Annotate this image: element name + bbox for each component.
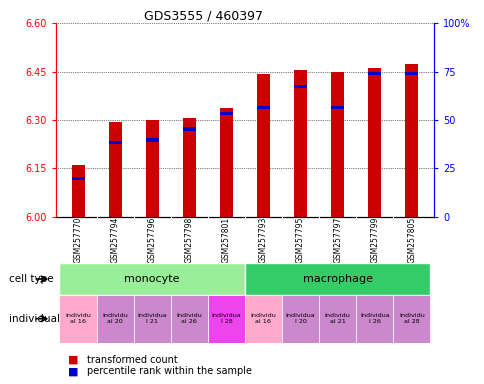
Bar xyxy=(182,127,196,131)
Bar xyxy=(72,165,84,217)
Text: individu
al 28: individu al 28 xyxy=(398,313,424,324)
Text: individu
al 16: individu al 16 xyxy=(250,313,276,324)
Bar xyxy=(96,295,134,343)
Bar xyxy=(244,295,281,343)
Bar xyxy=(244,263,429,295)
Bar xyxy=(257,74,270,217)
Bar xyxy=(60,295,96,343)
Text: monocyte: monocyte xyxy=(124,274,180,284)
Text: GSM257794: GSM257794 xyxy=(110,217,120,263)
Text: percentile rank within the sample: percentile rank within the sample xyxy=(87,366,252,376)
Text: individual: individual xyxy=(9,314,60,324)
Bar xyxy=(257,106,270,109)
Bar xyxy=(367,72,380,75)
Bar xyxy=(219,108,232,217)
Bar xyxy=(318,295,355,343)
Text: individu
al 21: individu al 21 xyxy=(324,313,350,324)
Text: individua
l 20: individua l 20 xyxy=(285,313,315,324)
Bar xyxy=(182,118,196,217)
Bar xyxy=(170,295,208,343)
Text: individu
al 26: individu al 26 xyxy=(176,313,202,324)
Bar xyxy=(293,85,306,88)
Text: ■: ■ xyxy=(68,366,78,376)
Text: individua
l 26: individua l 26 xyxy=(359,313,389,324)
Bar xyxy=(367,68,380,217)
Text: GDS3555 / 460397: GDS3555 / 460397 xyxy=(144,10,263,23)
Bar xyxy=(108,122,121,217)
Bar xyxy=(405,71,417,75)
Bar xyxy=(60,263,244,295)
Text: GSM257798: GSM257798 xyxy=(184,217,194,263)
Text: individua
l 28: individua l 28 xyxy=(211,313,241,324)
Text: GSM257797: GSM257797 xyxy=(333,217,341,263)
Bar xyxy=(134,295,170,343)
Bar xyxy=(145,120,158,217)
Bar xyxy=(405,65,417,217)
Text: macrophage: macrophage xyxy=(302,274,372,284)
Bar xyxy=(208,295,244,343)
Bar xyxy=(355,295,393,343)
Bar xyxy=(331,73,344,217)
Text: GSM257799: GSM257799 xyxy=(369,217,378,263)
Text: cell type: cell type xyxy=(9,274,53,284)
Text: individu
al 20: individu al 20 xyxy=(102,313,128,324)
Bar xyxy=(281,295,318,343)
Bar xyxy=(145,138,158,142)
Text: GSM257793: GSM257793 xyxy=(258,217,268,263)
Bar xyxy=(72,177,84,180)
Text: GSM257796: GSM257796 xyxy=(148,217,156,263)
Text: GSM257805: GSM257805 xyxy=(407,217,415,263)
Text: transformed count: transformed count xyxy=(87,355,178,365)
Text: GSM257770: GSM257770 xyxy=(74,217,82,263)
Text: ■: ■ xyxy=(68,355,78,365)
Text: individu
al 16: individu al 16 xyxy=(65,313,91,324)
Bar xyxy=(108,141,121,144)
Text: GSM257801: GSM257801 xyxy=(221,217,230,263)
Bar xyxy=(293,70,306,217)
Bar xyxy=(331,106,344,109)
Text: GSM257795: GSM257795 xyxy=(295,217,304,263)
Bar xyxy=(393,295,429,343)
Bar xyxy=(219,112,232,115)
Text: individua
l 21: individua l 21 xyxy=(137,313,166,324)
